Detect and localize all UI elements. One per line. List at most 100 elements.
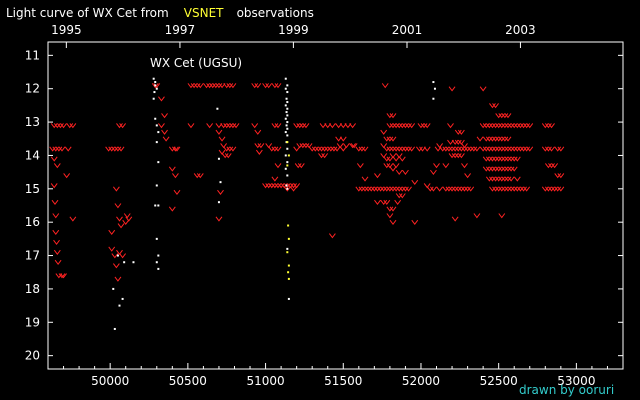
upper-limit-point	[57, 123, 64, 129]
data-points	[49, 77, 565, 330]
upper-limit-point	[405, 146, 412, 152]
upper-limit-point	[489, 123, 496, 129]
upper-limit-point	[218, 136, 226, 142]
white-point	[155, 87, 158, 90]
upper-limit-point	[328, 233, 336, 239]
upper-limit-point	[504, 146, 512, 152]
white-point	[286, 187, 289, 190]
upper-limit-point	[402, 123, 409, 129]
upper-limit-point	[53, 249, 61, 256]
title-part2: observations	[237, 6, 314, 20]
upper-limit-point	[52, 213, 60, 219]
upper-limit-point	[116, 123, 123, 129]
upper-limit-point	[226, 123, 234, 129]
upper-limit-point	[526, 146, 534, 152]
upper-limit-point	[274, 146, 282, 152]
upper-limit-point	[386, 113, 394, 119]
upper-limit-point	[386, 156, 394, 162]
upper-limit-point	[498, 213, 506, 219]
upper-limit-point	[299, 123, 307, 129]
upper-limit-point	[215, 129, 223, 135]
upper-limit-point	[374, 199, 381, 205]
upper-limit-point	[215, 83, 223, 89]
white-point	[152, 97, 155, 100]
upper-limit-point	[271, 123, 279, 129]
upper-limit-point	[265, 183, 273, 189]
upper-limit-point	[513, 176, 521, 182]
upper-limit-point	[377, 186, 384, 192]
white-point	[286, 147, 289, 150]
upper-limit-point	[55, 146, 63, 152]
upper-limit-point	[111, 146, 119, 152]
upper-limit-point	[545, 163, 552, 169]
upper-limit-point	[168, 206, 176, 212]
upper-limit-point	[405, 123, 412, 129]
upper-limit-point	[268, 146, 276, 152]
upper-limit-point	[411, 219, 419, 226]
white-point	[118, 304, 121, 307]
upper-limit-point	[193, 173, 201, 179]
upper-limit-point	[482, 166, 490, 172]
upper-limit-point	[380, 129, 388, 135]
upper-limit-point	[350, 143, 358, 149]
upper-limit-point	[426, 186, 434, 192]
y-tick-label: 14	[25, 148, 40, 162]
yellow-point	[287, 224, 290, 227]
upper-limit-point	[277, 183, 285, 189]
upper-limit-point	[119, 253, 126, 259]
upper-limit-point	[114, 146, 122, 152]
upper-limit-point	[356, 163, 364, 169]
white-point	[132, 261, 135, 264]
upper-limit-point	[262, 83, 269, 89]
upper-limit-point	[302, 123, 310, 129]
upper-limit-point	[255, 149, 263, 155]
upper-limit-point	[327, 146, 335, 152]
upper-limit-point	[513, 156, 521, 162]
upper-limit-point	[190, 83, 198, 89]
upper-limit-point	[554, 173, 562, 179]
upper-limit-point	[504, 176, 512, 182]
upper-limit-point	[386, 186, 394, 192]
white-point	[284, 154, 287, 157]
upper-limit-point	[454, 146, 462, 152]
white-point	[154, 204, 157, 207]
upper-limit-point	[442, 186, 450, 192]
white-point	[123, 261, 126, 264]
upper-limit-point	[389, 146, 397, 152]
upper-limit-point	[293, 146, 301, 152]
upper-limit-point	[461, 146, 468, 152]
upper-limit-point	[389, 113, 397, 119]
upper-limit-point	[408, 146, 416, 152]
y-tick-label: 15	[25, 182, 40, 196]
upper-limit-point	[162, 136, 170, 142]
white-point	[286, 121, 289, 124]
object-label: WX Cet (UGSU)	[150, 56, 242, 70]
upper-limit-point	[545, 146, 552, 152]
upper-limit-point	[436, 143, 444, 149]
white-point	[154, 117, 157, 120]
upper-limit-point	[271, 146, 279, 152]
upper-limit-point	[108, 246, 116, 252]
upper-limit-point	[495, 186, 503, 192]
upper-limit-point	[507, 176, 515, 182]
white-point	[155, 237, 158, 240]
chart-title: Light curve of WX Cet from VSNET observa…	[6, 2, 314, 21]
upper-limit-point	[271, 83, 279, 89]
upper-limit-point	[492, 176, 499, 182]
upper-limit-point	[498, 123, 506, 129]
upper-limit-point	[380, 186, 388, 192]
upper-limit-point	[203, 83, 210, 89]
upper-limit-point	[112, 186, 120, 192]
upper-limit-point	[489, 136, 496, 142]
upper-limit-point	[451, 139, 459, 145]
upper-limit-point	[510, 146, 518, 152]
x-tick-label: 50500	[169, 374, 207, 388]
upper-limit-point	[296, 123, 304, 129]
white-point	[433, 87, 436, 90]
year-tick-label: 1995	[51, 23, 82, 37]
upper-limit-point	[517, 146, 524, 152]
upper-limit-point	[161, 113, 168, 119]
upper-limit-point	[58, 146, 66, 152]
upper-limit-point	[389, 219, 397, 226]
